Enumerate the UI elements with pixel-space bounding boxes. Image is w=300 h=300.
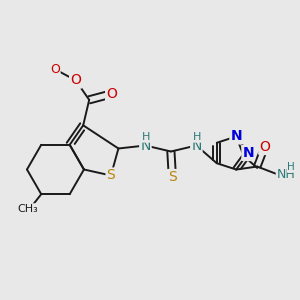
- Text: O: O: [50, 63, 60, 76]
- Text: CH₃: CH₃: [17, 204, 38, 214]
- Text: NH: NH: [277, 167, 296, 181]
- Text: N: N: [140, 139, 151, 152]
- Text: N: N: [230, 130, 242, 143]
- Text: S: S: [106, 169, 115, 182]
- Text: H: H: [193, 132, 201, 142]
- Text: O: O: [106, 87, 117, 101]
- Text: S: S: [168, 170, 177, 184]
- Text: N: N: [191, 139, 202, 152]
- Text: O: O: [70, 74, 81, 87]
- Text: O: O: [259, 140, 270, 154]
- Text: O: O: [106, 87, 117, 101]
- Text: N: N: [242, 146, 254, 160]
- Text: O: O: [70, 74, 81, 87]
- Text: H: H: [142, 132, 150, 142]
- Text: H: H: [287, 162, 295, 172]
